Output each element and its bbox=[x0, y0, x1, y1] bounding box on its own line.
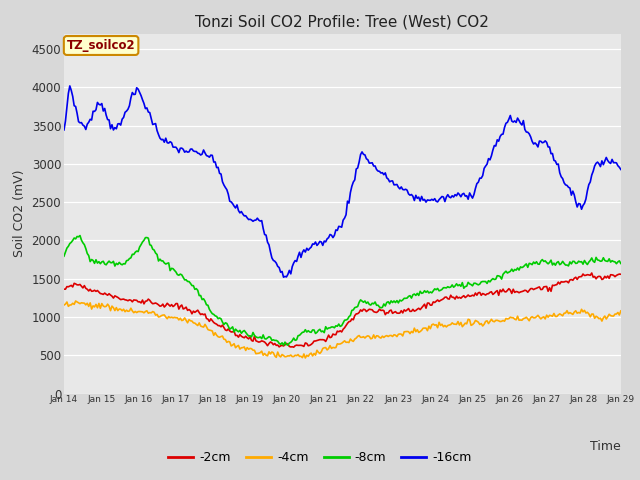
Text: Time: Time bbox=[590, 441, 621, 454]
Legend: -2cm, -4cm, -8cm, -16cm: -2cm, -4cm, -8cm, -16cm bbox=[163, 446, 477, 469]
Y-axis label: Soil CO2 (mV): Soil CO2 (mV) bbox=[13, 170, 26, 257]
Text: TZ_soilco2: TZ_soilco2 bbox=[67, 39, 136, 52]
Title: Tonzi Soil CO2 Profile: Tree (West) CO2: Tonzi Soil CO2 Profile: Tree (West) CO2 bbox=[195, 15, 490, 30]
